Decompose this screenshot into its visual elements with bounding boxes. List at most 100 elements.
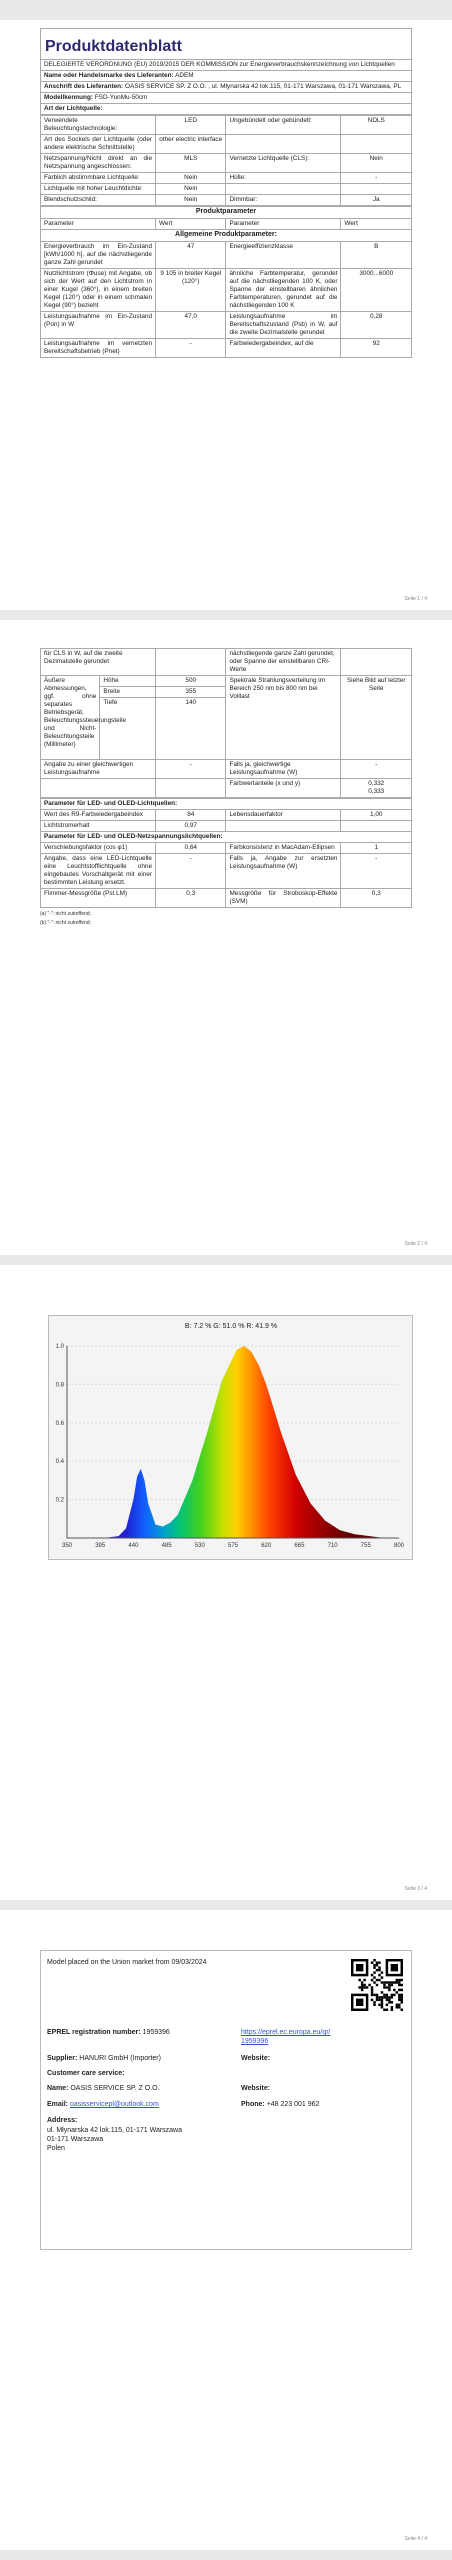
model-row: Modellkennung: FSD-YunMu-50cm [40,92,412,104]
col-header: Parameter [40,217,156,230]
param-value: other electric interface [154,134,227,154]
param-value [340,820,412,832]
param-value: 9 105 in breiter Kegel (120°) [154,267,227,312]
general-title: Allgemeine Produktparameter: [40,228,412,242]
qr-code-icon[interactable] [351,1959,403,2011]
table-row: Leistungsaufnahme im Ein-Zustand (Pon) i… [40,310,412,339]
table-row: Wert des R9-Farbwiedergabeindex 84 Lebensd… [40,809,412,821]
params-table: Produktparameter Parameter Wert Paramete… [40,206,412,358]
regulation-text: DELEGIERTE VERORDNUNG (EU) 2019/2015 DER… [40,59,412,71]
dim-value: 355 [154,686,227,698]
continued-table: für CLS in W, auf die zweite Dezimalstel… [39,648,412,798]
website2-label: Website: [241,2085,271,2092]
param-value: MLS [154,153,227,173]
care-name-row: Name: OASIS SERVICE SP. Z O.O. [47,2085,160,2092]
table-row: Farblich abstimmbare Lichtquelle: Nein Hül… [40,172,412,184]
x-tick-label: 530 [195,1543,206,1549]
led-title: Parameter für LED- und OLED-Lichtquellen… [40,798,412,810]
param-label: Blendschutzschild: [40,194,156,206]
x-tick-label: 485 [162,1543,173,1549]
x-tick-label: 350 [62,1543,73,1549]
eprel-link[interactable]: https://eprel.ec.europa.eu/qr/1959396 [241,2029,331,2045]
y-tick-label: 1.0 [56,1344,65,1350]
cri-label: nächstliegende ganze Zahl gerundet, oder… [225,648,342,676]
table-row: Lichtstromerhalt 0,97 [40,820,412,832]
address-line-3: Polen [47,2145,65,2152]
chart-header-text: B: 7.2 % G: 51.0 % R: 41.9 % [185,1323,277,1330]
param-label: Leistungsaufnahme im Bereitschaftszustan… [225,310,342,339]
param-label [225,134,342,154]
x-tick-label: 665 [294,1543,305,1549]
spectrum-area [67,1346,399,1538]
param-label: Nutzlichtstrom (Φuse) mit Angabe, ob sic… [40,267,156,312]
email-link[interactable]: oasisservicepl@outlook.com [69,2101,159,2108]
param-value: 1 [340,842,412,854]
eprel-info-box: Model placed on the Union market from 09… [40,1950,412,2250]
param-label: Netzspannung/Nicht direkt an die Netzspa… [40,153,156,173]
address-line-2: 01-171 Warszawa [47,2136,104,2143]
website-label: Website: [241,2055,271,2062]
param-value: Nein [154,183,227,195]
param-label: Angabe, dass eine LED-Lichtquelle eine L… [40,853,156,889]
param-label: Leistungsaufnahme im vernetzten Bereitsc… [40,337,156,358]
param-value: NDLS [340,115,412,135]
param-label: Farblich abstimmbare Lichtquelle: [40,172,156,184]
param-label [225,820,342,832]
param-label: Wert des R9-Farbwiedergabeindex [40,809,156,821]
param-label: Vernetzte Lichtquelle (CLS): [225,153,342,173]
table-row: Lichtquelle mit hoher Leuchtdichte: Nein [40,183,412,195]
param-value: 1,00 [340,809,412,821]
col-header: Wert [154,217,227,230]
params-title: Produktparameter [40,206,412,219]
eprel-row: EPREL registration number: 1959396 [47,2029,170,2036]
led-table: Parameter für LED- und OLED-Lichtquellen… [40,798,412,908]
page-3: 350 395 440 485 530 575 620 665 710 755 800 0.2 0.4 0… [0,1265,452,1900]
y-tick-label: 0.6 [56,1421,65,1427]
table-row: Verschiebungsfaktor (cos φ1) 0,64 Farbkons… [40,842,412,854]
param-label [225,183,342,195]
table-row: Nutzlichtstrom (Φuse) mit Angabe, ob sic… [40,267,412,312]
param-value: B [340,240,412,269]
supplier-name-row: Name oder Handelsmarke des Lieferanten: … [40,70,412,82]
param-value: 0,64 [154,842,227,854]
table-row: Netzspannung/Nicht direkt an die Netzspa… [40,153,412,173]
spectrum-svg: 350 395 440 485 530 575 620 665 710 755 800 0.2 0.4 0… [56,1323,405,1549]
care-label: Customer care service: [47,2070,125,2077]
x-tick-label: 800 [394,1543,405,1549]
page-number: Seite 1 / 4 [404,595,427,602]
param-value: 47,0 [154,310,227,339]
supplier-address-row: Anschrift des Lieferanten: OASIS SERVICE… [40,81,412,93]
param-value: - [154,853,227,889]
param-label: Lichtstromerhalt [40,820,156,832]
table-row: Blendschutzschild: Nein Dimmbar: Ja [40,194,412,206]
param-label: Farbwiedergabeindex, auf die [225,337,342,358]
dim-name: Tiefe [99,697,156,760]
y-tick-label: 0.2 [56,1498,65,1504]
param-value: 0,97 [154,820,227,832]
x-tick-label: 440 [128,1543,139,1549]
param-value: Nein [154,172,227,184]
param-label: Lebensdauerfaktor [225,809,342,821]
param-label: ähnliche Farbtemperatur, gerundet auf di… [225,267,342,312]
param-value: 92 [340,337,412,358]
page-number: Seite 4 / 4 [404,2535,427,2542]
param-value: Nein [340,153,412,173]
dim-value: 140 [154,697,227,760]
equiv-label: Angabe zu einer gleichwertigen Leistungs… [40,759,156,779]
type-table: Verwendete Beleuchtungstechnologie: LED Un… [40,115,412,206]
param-label: Flimmer-Messgröße (Pst LM) [40,888,156,908]
table-row: Verwendete Beleuchtungstechnologie: LED Un… [40,115,412,135]
x-tick-label: 575 [228,1543,239,1549]
param-label: Hülle: [225,172,342,184]
x-tick-label: 620 [261,1543,272,1549]
param-label: Ungebündelt oder gebündelt: [225,115,342,135]
placed-on-market: Model placed on the Union market from 09… [47,1959,207,1966]
param-label: Lichtquelle mit hoher Leuchtdichte: [40,183,156,195]
col-header: Wert [340,217,412,230]
param-value: - [154,337,227,358]
param-label: Verwendete Beleuchtungstechnologie: [40,115,156,135]
dim-name: Höhe [99,675,156,687]
x-tick-label: 395 [95,1543,106,1549]
header-table: DELEGIERTE VERORDNUNG (EU) 2019/2015 DER… [40,59,412,115]
supplier-row: Supplier: HANURI GmbH (Importer) [47,2055,161,2062]
